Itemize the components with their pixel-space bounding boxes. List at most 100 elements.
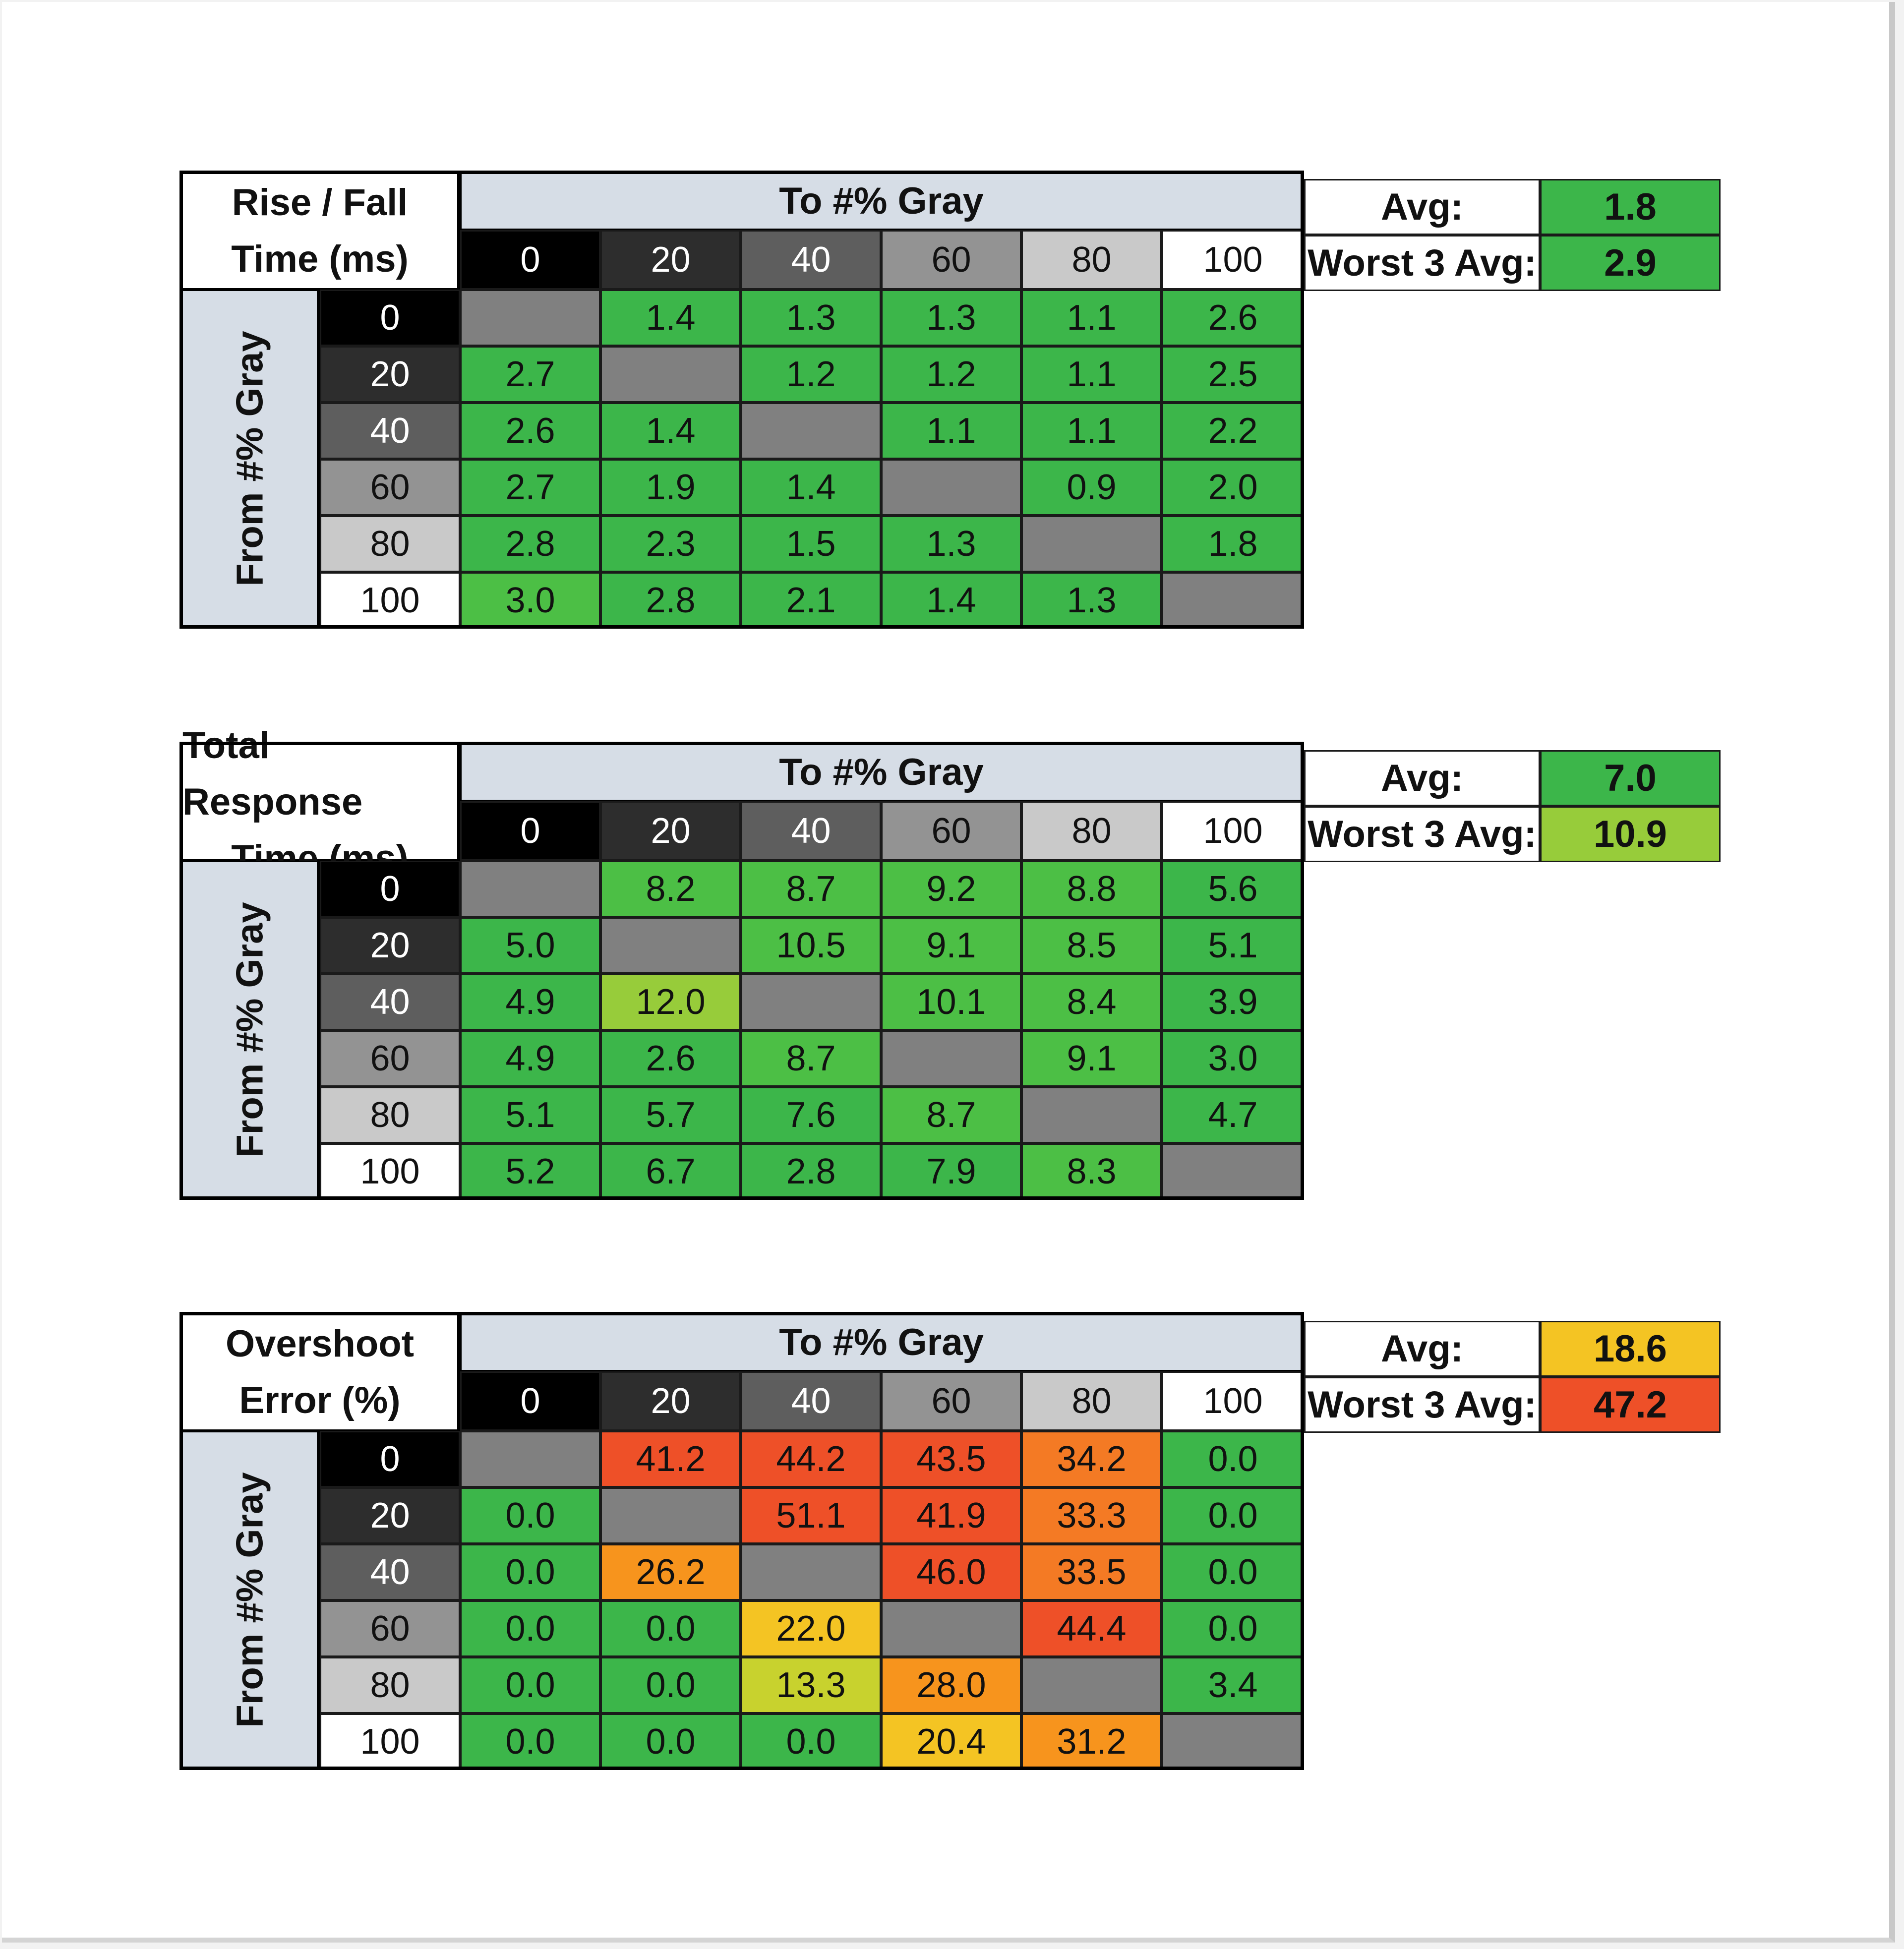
diagonal-cell bbox=[460, 1431, 600, 1487]
value-cell: 0.0 bbox=[1162, 1544, 1304, 1600]
diagonal-cell bbox=[1162, 1143, 1304, 1200]
column-header: 0 bbox=[460, 801, 600, 861]
column-header: 20 bbox=[600, 1371, 741, 1431]
value-cell: 2.6 bbox=[1162, 290, 1304, 346]
value-cell: 7.9 bbox=[881, 1143, 1021, 1200]
row-header: 20 bbox=[320, 1487, 460, 1544]
worst3-avg-label: Worst 3 Avg: bbox=[1304, 1377, 1540, 1433]
value-cell: 1.2 bbox=[741, 346, 881, 403]
value-cell: 5.2 bbox=[460, 1143, 600, 1200]
value-cell: 51.1 bbox=[741, 1487, 881, 1544]
value-cell: 1.3 bbox=[1021, 572, 1162, 629]
summary-box: Avg: 18.6 Worst 3 Avg: 47.2 bbox=[1304, 1321, 1721, 1433]
value-cell: 2.7 bbox=[460, 346, 600, 403]
row-header: 80 bbox=[320, 1087, 460, 1143]
value-cell: 2.8 bbox=[741, 1143, 881, 1200]
value-cell: 1.4 bbox=[881, 572, 1021, 629]
value-cell: 20.4 bbox=[881, 1713, 1021, 1770]
value-cell: 13.3 bbox=[741, 1657, 881, 1713]
worst3-avg-label: Worst 3 Avg: bbox=[1304, 235, 1540, 291]
value-cell: 1.1 bbox=[881, 403, 1021, 459]
value-cell: 2.6 bbox=[460, 403, 600, 459]
column-header: 80 bbox=[1021, 801, 1162, 861]
value-cell: 33.3 bbox=[1021, 1487, 1162, 1544]
value-cell: 2.2 bbox=[1162, 403, 1304, 459]
diagonal-cell bbox=[1021, 1087, 1162, 1143]
column-header: 60 bbox=[881, 230, 1021, 290]
value-cell: 33.5 bbox=[1021, 1544, 1162, 1600]
value-cell: 9.2 bbox=[881, 861, 1021, 917]
value-cell: 22.0 bbox=[741, 1600, 881, 1657]
value-cell: 9.1 bbox=[881, 917, 1021, 974]
value-cell: 0.0 bbox=[460, 1657, 600, 1713]
worst3-avg-value: 2.9 bbox=[1540, 235, 1721, 291]
to-gray-header: To #% Gray bbox=[460, 1312, 1304, 1371]
value-cell: 1.8 bbox=[1162, 516, 1304, 572]
value-cell: 0.0 bbox=[600, 1600, 741, 1657]
column-header: 40 bbox=[741, 801, 881, 861]
value-cell: 7.6 bbox=[741, 1087, 881, 1143]
value-cell: 46.0 bbox=[881, 1544, 1021, 1600]
diagonal-cell bbox=[460, 861, 600, 917]
table-title-line: Overshoot bbox=[225, 1322, 415, 1365]
avg-label: Avg: bbox=[1304, 750, 1540, 806]
value-cell: 1.1 bbox=[1021, 403, 1162, 459]
value-cell: 1.3 bbox=[881, 516, 1021, 572]
diagonal-cell bbox=[741, 403, 881, 459]
row-header: 60 bbox=[320, 1600, 460, 1657]
worst3-avg-value: 10.9 bbox=[1540, 806, 1721, 862]
value-cell: 1.1 bbox=[1021, 346, 1162, 403]
table-title-line: Time (ms) bbox=[231, 237, 409, 280]
row-header: 0 bbox=[320, 861, 460, 917]
diagonal-cell bbox=[881, 459, 1021, 516]
avg-value: 18.6 bbox=[1540, 1321, 1721, 1377]
column-header: 0 bbox=[460, 230, 600, 290]
value-cell: 1.3 bbox=[881, 290, 1021, 346]
summary-box: Avg: 1.8 Worst 3 Avg: 2.9 bbox=[1304, 179, 1721, 291]
diagonal-cell bbox=[460, 290, 600, 346]
row-header: 40 bbox=[320, 403, 460, 459]
value-cell: 0.9 bbox=[1021, 459, 1162, 516]
from-gray-header: From #% Gray bbox=[179, 1431, 320, 1770]
row-header: 60 bbox=[320, 459, 460, 516]
value-cell: 1.9 bbox=[600, 459, 741, 516]
value-cell: 28.0 bbox=[881, 1657, 1021, 1713]
value-cell: 1.4 bbox=[600, 403, 741, 459]
diagonal-cell bbox=[881, 1600, 1021, 1657]
value-cell: 0.0 bbox=[460, 1600, 600, 1657]
value-cell: 6.7 bbox=[600, 1143, 741, 1200]
value-cell: 2.0 bbox=[1162, 459, 1304, 516]
column-header: 100 bbox=[1162, 801, 1304, 861]
diagonal-cell bbox=[1162, 1713, 1304, 1770]
table-title-line: Rise / Fall bbox=[232, 181, 408, 224]
value-cell: 4.9 bbox=[460, 974, 600, 1030]
worst3-avg-value: 47.2 bbox=[1540, 1377, 1721, 1433]
avg-label: Avg: bbox=[1304, 179, 1540, 235]
value-cell: 8.7 bbox=[881, 1087, 1021, 1143]
to-gray-header: To #% Gray bbox=[460, 171, 1304, 230]
value-cell: 3.0 bbox=[1162, 1030, 1304, 1087]
diagonal-cell bbox=[1021, 1657, 1162, 1713]
column-header: 40 bbox=[741, 1371, 881, 1431]
value-cell: 10.5 bbox=[741, 917, 881, 974]
row-header: 100 bbox=[320, 1143, 460, 1200]
diagonal-cell bbox=[741, 1544, 881, 1600]
value-cell: 4.7 bbox=[1162, 1087, 1304, 1143]
value-cell: 3.4 bbox=[1162, 1657, 1304, 1713]
table-title: Total Response Time (ms) bbox=[179, 724, 460, 880]
value-cell: 0.0 bbox=[460, 1487, 600, 1544]
column-header: 40 bbox=[741, 230, 881, 290]
value-cell: 0.0 bbox=[600, 1713, 741, 1770]
value-cell: 8.2 bbox=[600, 861, 741, 917]
heatmap-table: Total Response Time (ms) To #% Gray From #%… bbox=[179, 724, 1304, 1200]
value-cell: 5.0 bbox=[460, 917, 600, 974]
row-header: 0 bbox=[320, 290, 460, 346]
heatmap-table: Rise / Fall Time (ms) To #% Gray From #% Gr… bbox=[179, 171, 1304, 629]
value-cell: 9.1 bbox=[1021, 1030, 1162, 1087]
row-header: 100 bbox=[320, 572, 460, 629]
value-cell: 2.3 bbox=[600, 516, 741, 572]
value-cell: 1.3 bbox=[741, 290, 881, 346]
row-header: 0 bbox=[320, 1431, 460, 1487]
value-cell: 44.4 bbox=[1021, 1600, 1162, 1657]
column-header: 80 bbox=[1021, 230, 1162, 290]
